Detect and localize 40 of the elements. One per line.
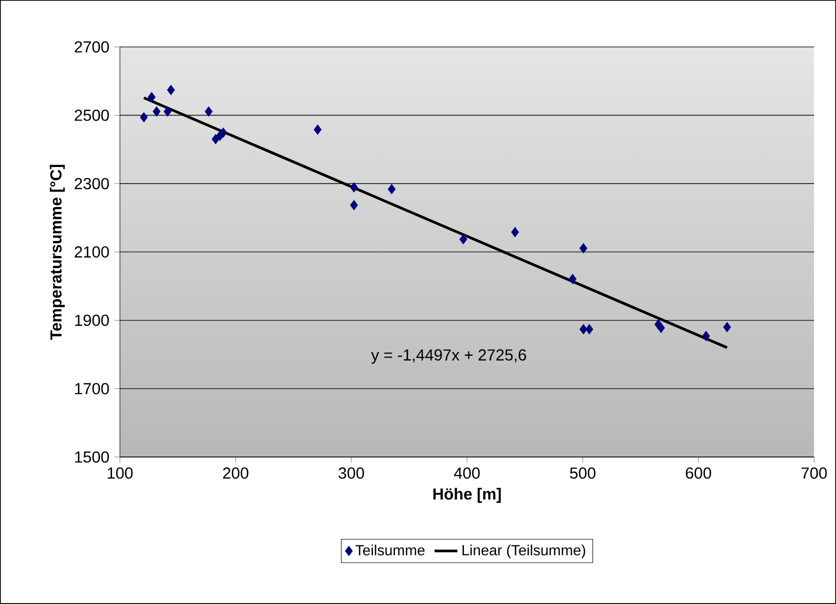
x-tick-label: 300 (338, 467, 364, 479)
legend-label: Teilsumme (355, 544, 425, 556)
point (459, 234, 468, 244)
y-tick-label: 2100 (74, 246, 109, 258)
point (723, 322, 731, 332)
x-axis-title: Höhe [m] (433, 488, 501, 503)
y-tick-label: 1700 (75, 383, 109, 394)
point (350, 200, 358, 210)
x-tick-label: 200 (223, 467, 248, 479)
x-tick-label: 100 (108, 467, 133, 479)
y-tick-label: 1500 (75, 451, 109, 463)
point (212, 134, 220, 144)
point (204, 106, 213, 117)
point (219, 128, 228, 138)
x-tick-label: 500 (570, 467, 596, 479)
point (580, 324, 588, 334)
point (511, 227, 519, 238)
point (568, 274, 577, 284)
point (140, 112, 148, 122)
y-tick-label: 1900 (75, 314, 109, 326)
point (657, 322, 665, 333)
x-tick-label: 700 (802, 467, 827, 479)
point (314, 124, 322, 135)
point (580, 243, 588, 254)
point (148, 92, 156, 102)
point (167, 84, 175, 96)
legend-label: Linear (Teilsumme) (462, 544, 586, 558)
point (164, 106, 172, 117)
point (585, 324, 594, 334)
point (702, 330, 710, 342)
point (350, 182, 358, 192)
y-tick-label: 2300 (74, 178, 109, 190)
y-tick-label: 2700 (74, 41, 109, 53)
point (388, 184, 396, 194)
x-tick-label: 600 (686, 467, 712, 479)
y-axis-title: Temperatursumme [°C] (50, 164, 65, 340)
point (152, 106, 160, 117)
annotation: y = -1,4497x + 2725,6 (371, 349, 526, 364)
y-tick-label: 2500 (74, 110, 109, 121)
x-tick-label: 400 (454, 467, 480, 479)
